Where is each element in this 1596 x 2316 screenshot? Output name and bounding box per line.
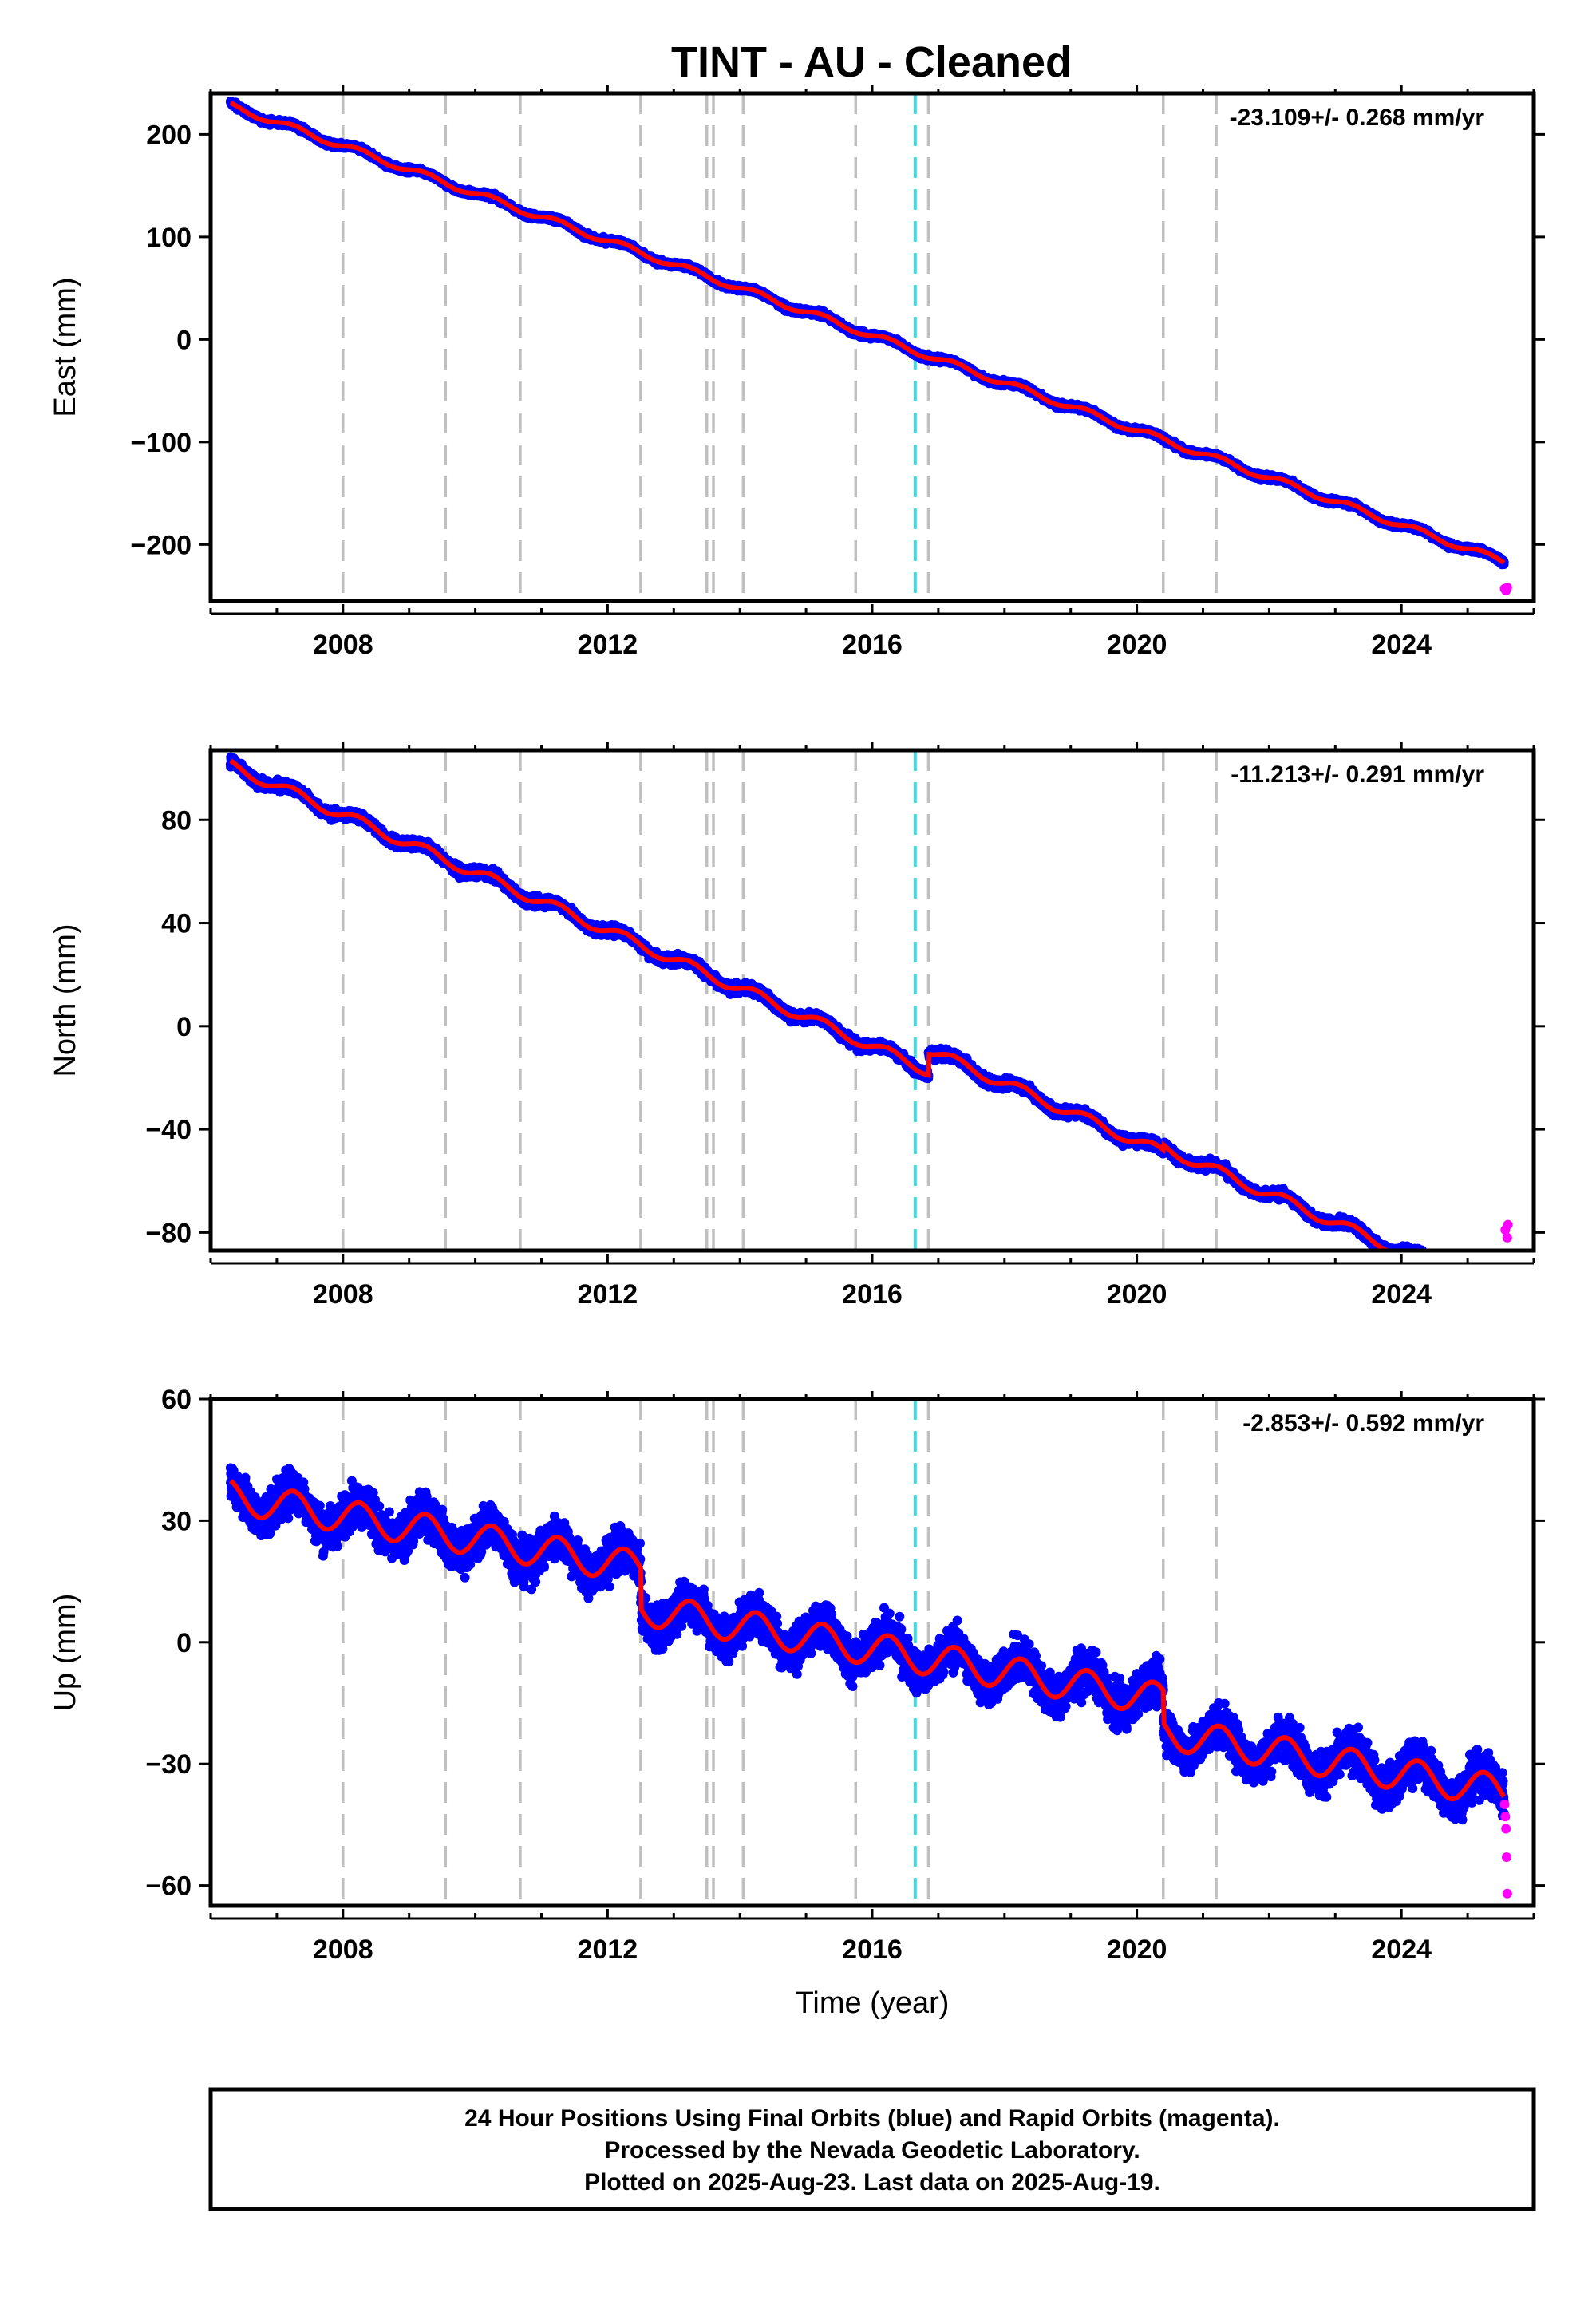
chart-title: TINT - AU - Cleaned [671,38,1072,86]
east-panel: 2008 2012 2016 2020 2024−200−1000100200East … [49,85,1545,660]
east-event-lines [342,93,1218,601]
